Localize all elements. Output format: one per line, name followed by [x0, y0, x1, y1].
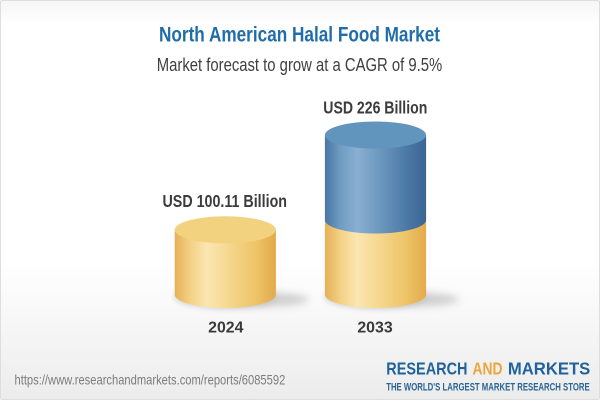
svg-text:MARKETS: MARKETS: [508, 359, 590, 379]
svg-text:North American Halal Food Mark: North American Halal Food Market: [159, 24, 440, 47]
svg-text:USD 226 Billion: USD 226 Billion: [323, 97, 427, 117]
svg-text:AND: AND: [473, 359, 503, 379]
svg-text:RESEARCH: RESEARCH: [386, 359, 467, 379]
svg-text:2024: 2024: [208, 320, 243, 337]
svg-text:THE WORLD'S LARGEST MARKET RES: THE WORLD'S LARGEST MARKET RESEARCH STOR…: [386, 382, 590, 394]
svg-text:Market forecast to grow at a C: Market forecast to grow at a CAGR of 9.5…: [157, 54, 443, 75]
svg-text:USD 100.11 Billion: USD 100.11 Billion: [163, 191, 288, 211]
svg-text:https://www.researchandmarkets: https://www.researchandmarkets.com/repor…: [15, 372, 286, 388]
svg-text:2033: 2033: [357, 320, 392, 337]
